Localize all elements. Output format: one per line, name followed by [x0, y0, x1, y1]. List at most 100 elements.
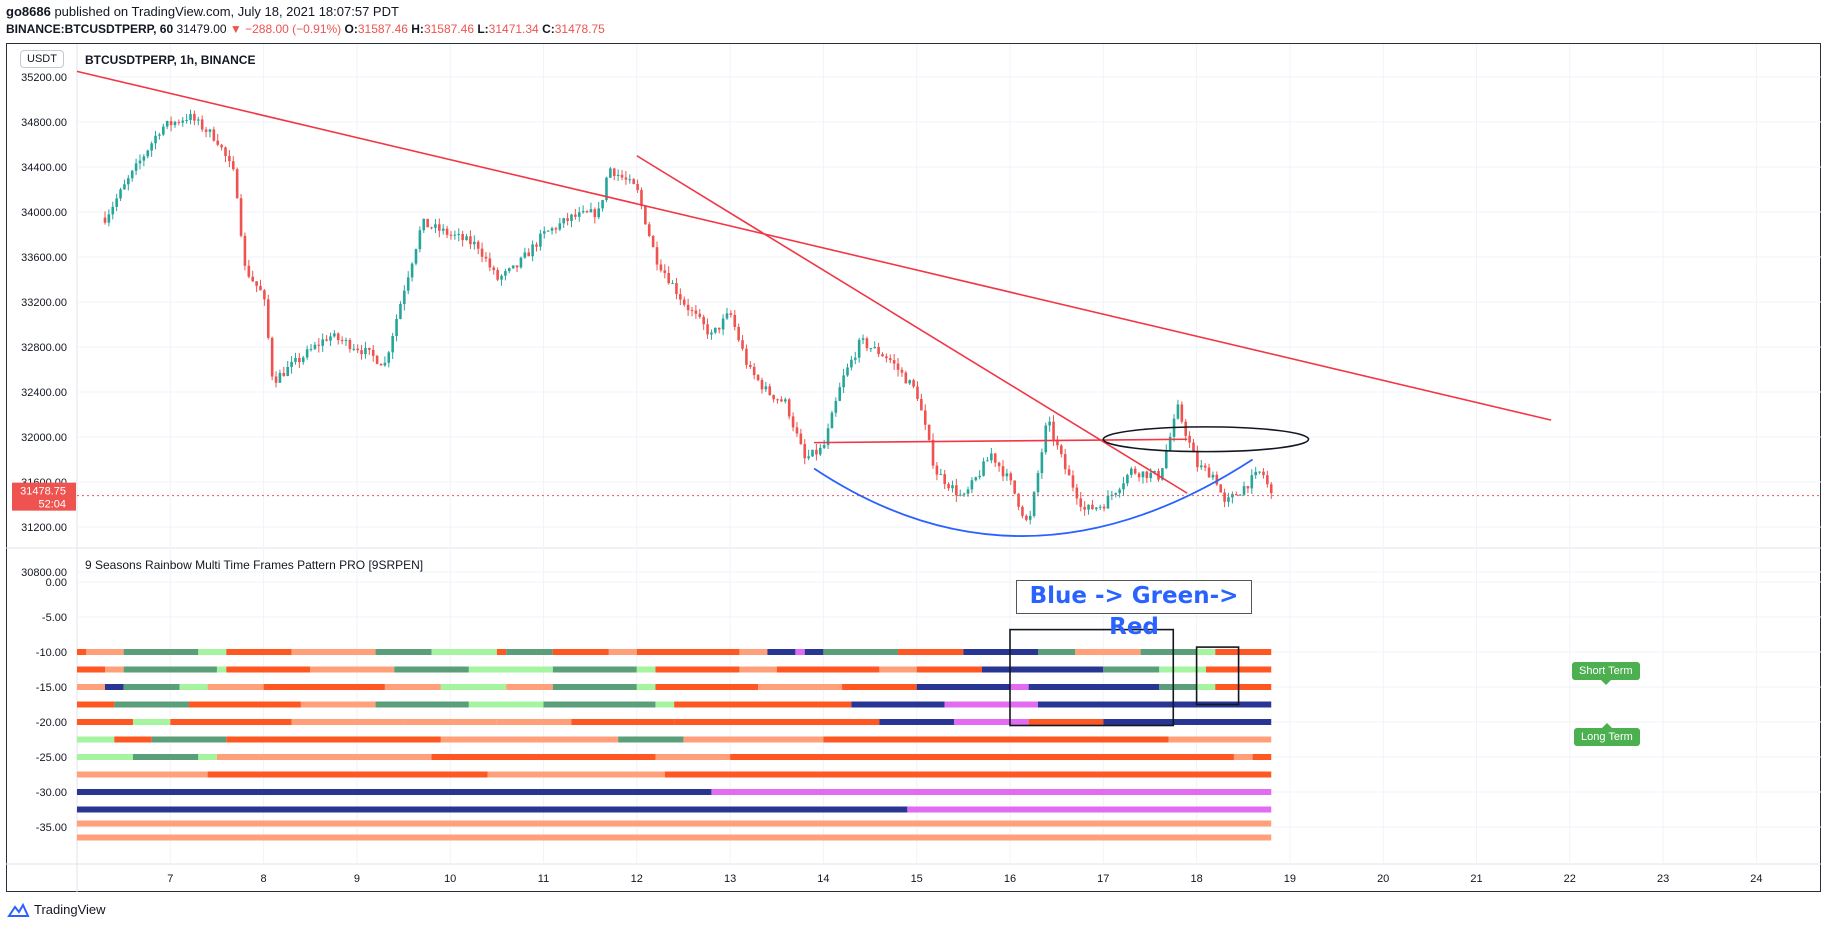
candle: [931, 439, 935, 466]
candle: [434, 224, 437, 228]
candle: [881, 354, 884, 357]
chart-frame: [6, 43, 1821, 892]
change-value: −288.00 (−0.91%): [245, 22, 342, 36]
candle: [904, 372, 908, 384]
candle: [822, 445, 826, 448]
rainbow-segment: [310, 666, 395, 673]
candle: [776, 399, 779, 401]
candle: [597, 208, 601, 218]
candle: [834, 400, 838, 413]
candle: [546, 230, 550, 232]
candle: [869, 348, 873, 350]
rainbow-segment: [674, 719, 880, 725]
candle: [259, 285, 262, 291]
author[interactable]: go8686: [6, 4, 51, 19]
candle: [1141, 471, 1145, 478]
long-term-pill[interactable]: Long Term: [1574, 723, 1640, 746]
rainbow-segment: [1159, 684, 1197, 690]
candle: [737, 326, 740, 341]
candle: [150, 143, 153, 151]
candle: [414, 249, 418, 264]
candle: [787, 399, 791, 417]
candle: [278, 372, 282, 383]
candle: [1145, 471, 1149, 479]
candle: [1021, 506, 1024, 516]
highlight-box: [1195, 646, 1240, 706]
candle: [1126, 474, 1129, 484]
candle: [165, 120, 169, 127]
candle: [333, 333, 336, 337]
candle: [146, 150, 150, 157]
rainbow-segment: [842, 684, 917, 690]
rainbow-segment: [170, 719, 292, 725]
candle: [752, 366, 756, 376]
rainbow-segment: [683, 736, 824, 743]
low-value: 31471.34: [488, 22, 539, 36]
rainbow-segment: [77, 754, 133, 760]
candle: [1044, 425, 1048, 453]
rainbow-segment: [944, 701, 1038, 708]
candle: [1048, 421, 1051, 426]
short-term-pill[interactable]: Short Term: [1572, 662, 1640, 685]
currency-button[interactable]: USDT: [20, 50, 64, 68]
candle: [383, 362, 387, 366]
rainbow-segment: [1196, 649, 1216, 655]
candle: [647, 224, 651, 236]
candle: [698, 313, 702, 317]
candle: [410, 263, 414, 278]
candle: [679, 294, 682, 300]
rainbow-segment: [104, 684, 124, 690]
rainbow-segment: [1168, 736, 1272, 743]
candle: [1052, 421, 1055, 440]
candle: [134, 163, 138, 171]
cloud-icon: [7, 902, 30, 917]
rainbow-segment: [618, 736, 684, 743]
rainbow-segment: [123, 684, 180, 690]
candle: [286, 366, 290, 376]
candle: [749, 364, 752, 367]
candle: [492, 267, 496, 271]
candle: [158, 134, 161, 136]
rainbow-segment: [1103, 719, 1272, 725]
rainbow-segment: [226, 666, 311, 673]
rainbow-segment: [207, 684, 264, 690]
x-tick-label: 24: [1750, 873, 1762, 885]
candle: [651, 235, 655, 248]
candle: [1188, 435, 1191, 443]
candle: [632, 179, 635, 184]
candle: [480, 248, 484, 257]
candle: [496, 270, 499, 280]
candle: [103, 217, 107, 223]
y-tick-label: 32800.00: [21, 342, 67, 354]
candle: [1269, 484, 1273, 494]
rainbow-segment: [263, 684, 385, 690]
candle: [228, 155, 231, 162]
candle: [298, 358, 301, 363]
y-tick-label: 34400.00: [21, 162, 67, 174]
last-value: 31479.00: [176, 22, 227, 36]
rainbow-segment: [898, 649, 964, 655]
x-tick-label: 21: [1470, 873, 1482, 885]
x-tick-label: 7: [167, 873, 173, 885]
rainbow-segment: [77, 666, 105, 673]
candle: [484, 256, 488, 259]
rainbow-segment: [216, 666, 227, 673]
candle: [1137, 473, 1141, 478]
candle: [519, 257, 523, 268]
candle: [566, 218, 569, 221]
candle: [729, 313, 733, 315]
candle: [1133, 468, 1137, 474]
candle: [1098, 506, 1102, 508]
candle: [1227, 497, 1230, 502]
candle: [667, 272, 670, 284]
tradingview-logo[interactable]: TradingView: [6, 902, 106, 917]
candle: [290, 361, 293, 367]
candle: [224, 147, 227, 156]
candle: [379, 363, 383, 366]
rainbow-segment: [664, 771, 1272, 778]
candle: [216, 140, 220, 145]
candle: [1211, 474, 1215, 478]
annotation-label[interactable]: Blue -> Green-> Red: [1016, 580, 1252, 640]
candle: [449, 234, 453, 236]
